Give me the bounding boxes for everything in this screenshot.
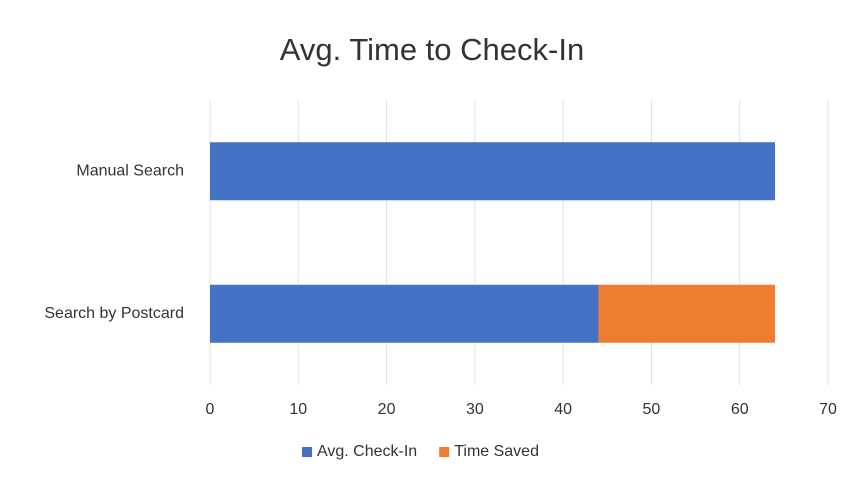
x-tick-label: 50: [643, 401, 661, 418]
chart-title: Avg. Time to Check-In: [280, 32, 584, 67]
bar-segment: [210, 142, 776, 201]
x-tick-label: 60: [731, 401, 749, 418]
legend-swatch: [439, 447, 450, 457]
y-tick-label: Manual Search: [76, 162, 184, 179]
x-tick-label: 70: [819, 401, 837, 418]
x-tick-label: 10: [289, 401, 307, 418]
legend-label: Time Saved: [454, 443, 539, 460]
x-tick-label: 30: [466, 401, 484, 418]
x-tick-label: 40: [554, 401, 572, 418]
legend-swatch: [302, 447, 312, 457]
x-tick-label: 20: [378, 401, 396, 418]
x-tick-label: 0: [206, 401, 215, 418]
bar-segment: [598, 284, 776, 343]
y-tick-label: Search by Postcard: [44, 305, 184, 322]
legend-label: Avg. Check-In: [317, 443, 417, 460]
bar-segment: [210, 284, 599, 343]
